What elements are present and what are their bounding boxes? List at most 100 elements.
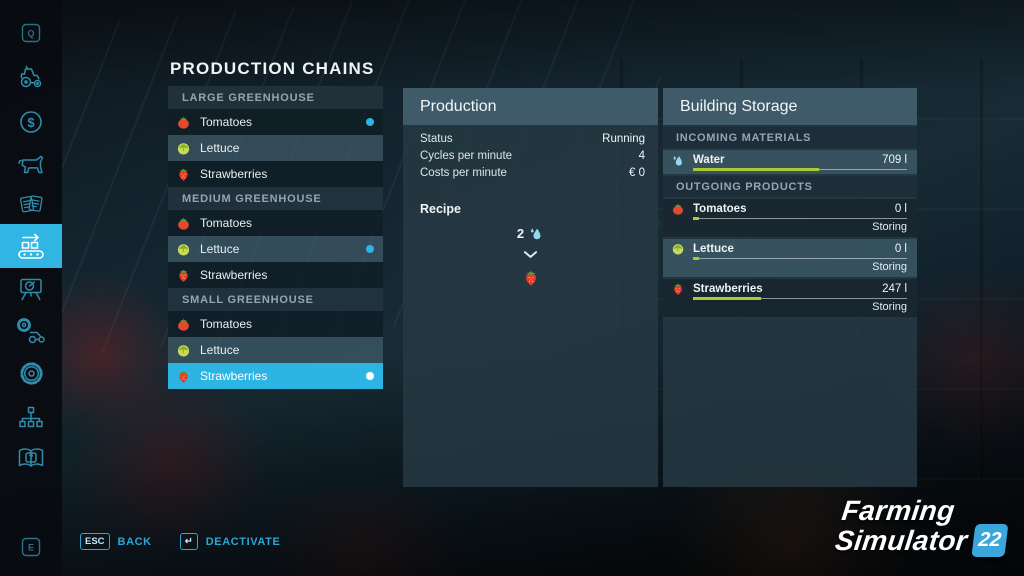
storage-item-amount: 0 l — [894, 242, 907, 255]
storage-item-label: Water — [693, 153, 725, 166]
sidebar-item-workshop[interactable] — [0, 313, 62, 347]
enter-keycap: ↵ — [179, 533, 198, 550]
chain-label: Tomatoes — [200, 216, 253, 230]
production-info-row: Cycles per minute 4 — [403, 147, 658, 164]
production-info-row: Costs per minute € 0 — [403, 164, 658, 181]
sidebar-item-animals[interactable] — [0, 147, 62, 181]
sidebar-item-finances[interactable]: $ — [0, 105, 62, 139]
group-header: SMALL GREENHOUSE — [168, 288, 383, 311]
storage-item-amount: 0 l — [894, 202, 907, 215]
storage-status: Storing — [872, 261, 907, 273]
storage-item-amount: 709 l — [882, 153, 907, 166]
deactivate-label: DEACTIVATE — [205, 535, 281, 548]
sidebar-item-contracts[interactable] — [0, 188, 62, 222]
gear-icon — [17, 359, 46, 388]
storage-section-header: OUTGOING PRODUCTS — [663, 176, 917, 197]
storage-section-header: INCOMING MATERIALS — [663, 127, 917, 148]
group-header: LARGE GREENHOUSE — [168, 86, 383, 109]
footer-hints: ESC BACK ↵ DEACTIVATE — [80, 533, 280, 550]
lettuce-icon — [176, 141, 191, 156]
chain-row-strawberries[interactable]: Strawberries — [168, 161, 383, 187]
info-value: € 0 — [629, 166, 645, 179]
active-production-dot — [366, 245, 374, 253]
storage-panel-title: Building Storage — [663, 88, 917, 125]
storage-status: Storing — [872, 301, 907, 313]
svg-text:Q: Q — [27, 29, 34, 39]
fill-level-bar — [693, 217, 907, 220]
key-icon: Q — [19, 21, 43, 45]
svg-text:$: $ — [27, 115, 35, 130]
storage-item-label: Strawberries — [693, 282, 763, 295]
chain-row-tomatoes[interactable]: Tomatoes — [168, 109, 383, 135]
fill-level-bar — [693, 168, 907, 171]
back-button[interactable]: ESC BACK — [80, 533, 152, 550]
active-production-dot — [366, 118, 374, 126]
logo-line1: Farming — [840, 495, 957, 526]
storage-status: Storing — [872, 221, 907, 233]
conveyor-icon — [14, 231, 48, 262]
esc-keycap: ESC — [80, 533, 110, 550]
group-header: MEDIUM GREENHOUSE — [168, 187, 383, 210]
storage-row-strawberries: Strawberries 247 l Storing — [663, 279, 917, 317]
sidebar-item-farm-management[interactable] — [0, 401, 62, 435]
logo-line2: Simulator — [833, 524, 970, 556]
lettuce-icon — [176, 242, 191, 257]
info-label: Costs per minute — [420, 166, 507, 179]
gear-vehicle-icon — [14, 315, 48, 345]
storage-item-label: Tomatoes — [693, 202, 747, 215]
easel-chart-icon — [16, 274, 46, 304]
chain-row-strawberries[interactable]: Strawberries — [168, 363, 383, 389]
lettuce-icon — [176, 343, 191, 358]
chain-row-lettuce[interactable]: Lettuce — [168, 236, 383, 262]
production-info-row: Status Running — [403, 130, 658, 147]
info-label: Status — [420, 132, 453, 145]
production-panel: Production Status Running Cycles per minut… — [403, 88, 658, 487]
chain-label: Lettuce — [200, 242, 240, 256]
sidebar-item-settings[interactable] — [0, 356, 62, 390]
chain-label: Tomatoes — [200, 115, 253, 129]
production-panel-title: Production — [403, 88, 658, 125]
storage-row-lettuce: Lettuce 0 l Storing — [663, 239, 917, 277]
book-question-icon: ? — [15, 444, 47, 472]
chain-row-tomatoes[interactable]: Tomatoes — [168, 311, 383, 337]
svg-text:E: E — [28, 543, 34, 553]
chain-label: Lettuce — [200, 343, 240, 357]
lettuce-icon — [671, 242, 685, 256]
water-drop-icon — [528, 225, 544, 241]
recipe-label: Recipe — [420, 202, 461, 216]
sidebar-item-production-chains[interactable] — [0, 224, 62, 268]
tractor-icon — [15, 62, 47, 92]
page-title: PRODUCTION CHAINS — [170, 59, 375, 78]
storage-row-tomatoes: Tomatoes 0 l Storing — [663, 199, 917, 237]
storage-item-amount: 247 l — [882, 282, 907, 295]
chain-row-lettuce[interactable]: Lettuce — [168, 135, 383, 161]
key-icon: E — [19, 535, 43, 559]
sidebar-item-statistics[interactable] — [0, 272, 62, 306]
strawberry-icon — [671, 282, 685, 296]
strawberry-icon — [176, 167, 191, 182]
strawberry-icon — [176, 369, 191, 384]
tomato-icon — [176, 216, 191, 231]
recipe-diagram: 2 — [403, 225, 658, 292]
chevron-down-icon — [523, 246, 538, 264]
deactivate-button[interactable]: ↵ DEACTIVATE — [179, 533, 281, 550]
sidebar-item-vehicles[interactable] — [0, 60, 62, 94]
tomato-icon — [671, 202, 685, 216]
active-production-dot — [366, 372, 374, 380]
fill-level-bar — [693, 257, 907, 260]
cow-icon — [15, 151, 47, 178]
water-drop-icon — [671, 153, 685, 167]
q-key-hint: Q — [0, 16, 62, 50]
fill-level-bar — [693, 297, 907, 300]
fs22-logo: Farming Simulator 22 — [833, 495, 1012, 557]
chain-row-tomatoes[interactable]: Tomatoes — [168, 210, 383, 236]
chain-label: Strawberries — [200, 369, 268, 383]
svg-text:?: ? — [29, 453, 34, 462]
chain-row-strawberries[interactable]: Strawberries — [168, 262, 383, 288]
recipe-input-count: 2 — [516, 225, 525, 241]
e-key-hint: E — [0, 530, 62, 564]
chain-row-lettuce[interactable]: Lettuce — [168, 337, 383, 363]
tomato-icon — [176, 317, 191, 332]
sidebar-item-help[interactable]: ? — [0, 441, 62, 475]
